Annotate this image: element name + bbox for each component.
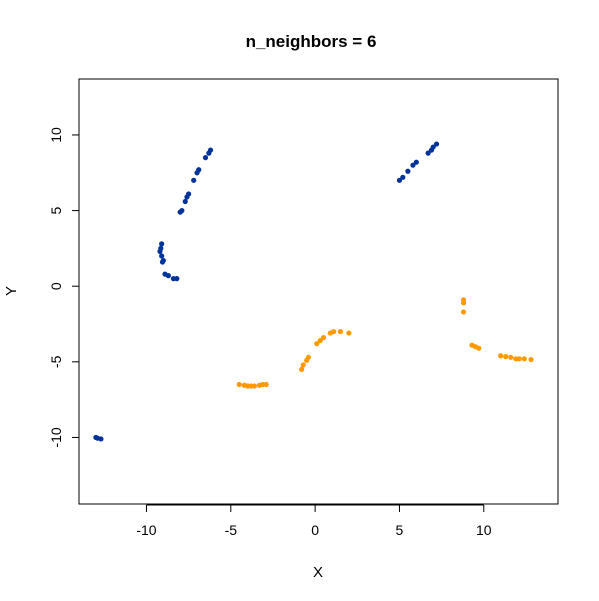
data-point: [396, 177, 403, 183]
data-point: [528, 356, 534, 363]
data-point: [508, 354, 514, 360]
data-point: [460, 309, 467, 315]
series-1: [93, 141, 440, 442]
data-point: [300, 362, 306, 368]
y-axis-label: Y: [3, 286, 20, 296]
data-point: [413, 159, 419, 165]
data-point: [174, 276, 180, 282]
data-point: [337, 328, 344, 335]
data-point: [98, 436, 104, 442]
y-tick-label: -10: [48, 427, 64, 447]
data-point: [425, 150, 431, 156]
x-tick-label: 0: [311, 522, 319, 538]
data-point: [305, 354, 311, 360]
x-tick-label: -5: [225, 522, 238, 538]
data-point: [236, 381, 242, 388]
data-point: [165, 273, 171, 279]
data-point: [206, 150, 212, 156]
data-points: [93, 141, 534, 442]
data-point: [194, 170, 200, 176]
data-point: [498, 353, 504, 359]
data-point: [317, 338, 323, 344]
data-point: [430, 144, 436, 150]
x-tick-label: 10: [476, 522, 492, 538]
data-point: [320, 335, 327, 341]
data-point: [159, 253, 165, 259]
y-tick-label: 5: [48, 206, 64, 214]
y-axis: -10 -5 0 5 10: [48, 127, 80, 448]
data-point: [521, 356, 527, 362]
x-tick-label: -10: [136, 522, 156, 538]
data-point: [405, 168, 411, 174]
data-point: [184, 194, 190, 200]
data-point: [182, 198, 188, 205]
series-2: [236, 297, 534, 389]
data-point: [159, 241, 165, 247]
data-point: [346, 330, 352, 336]
data-point: [433, 141, 440, 147]
data-point: [410, 162, 416, 168]
data-point: [314, 341, 320, 347]
data-point: [516, 356, 522, 362]
y-tick-label: 10: [48, 127, 64, 143]
data-point: [299, 366, 305, 372]
data-point: [400, 174, 406, 180]
x-axis: -10 -5 0 5 10: [136, 504, 492, 538]
data-point: [202, 155, 209, 161]
y-tick-label: 0: [48, 282, 64, 290]
data-point: [331, 328, 337, 335]
data-point: [159, 259, 166, 265]
y-tick-label: -5: [48, 355, 64, 368]
data-point: [251, 383, 258, 389]
data-point: [191, 177, 197, 183]
x-tick-label: 5: [396, 522, 404, 538]
chart-title: n_neighbors = 6: [246, 32, 377, 51]
data-point: [460, 300, 467, 306]
x-axis-label: X: [313, 564, 323, 581]
data-point: [503, 353, 509, 360]
data-point: [157, 248, 163, 255]
data-point: [476, 345, 482, 351]
data-point: [177, 209, 183, 215]
data-point: [263, 381, 269, 388]
